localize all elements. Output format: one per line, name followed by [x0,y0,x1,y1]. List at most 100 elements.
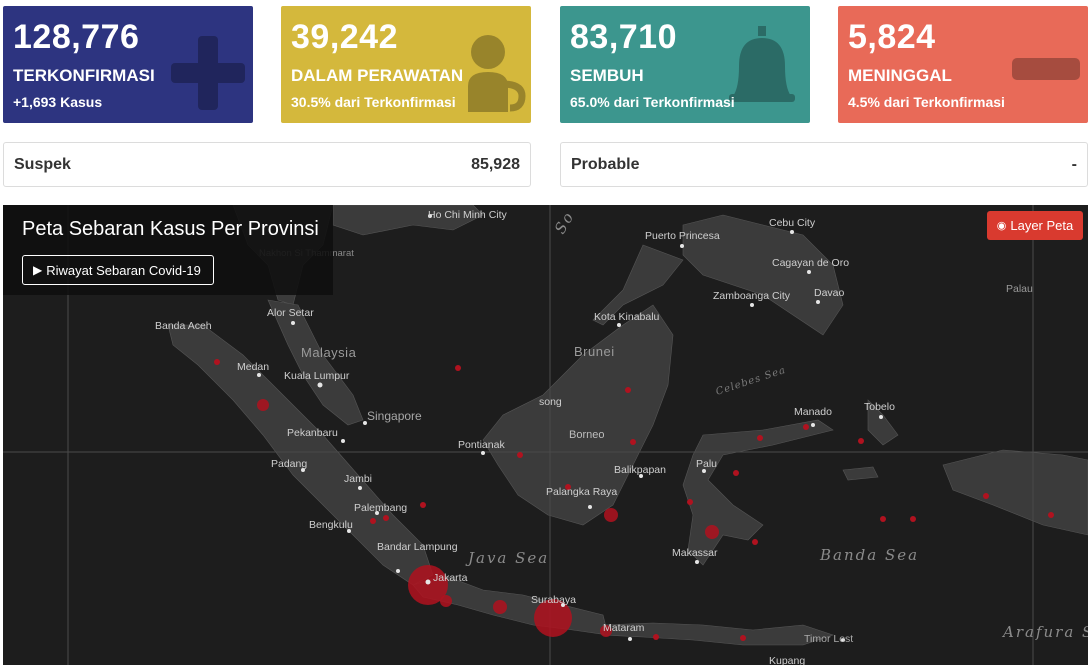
bubble-sulsel[interactable] [705,525,719,539]
death-card: 5,824 MENINGGAL 4.5% dari Terkonfirmasi [838,6,1088,123]
city-label: Singapore [367,409,422,423]
city-label: Palu [696,458,717,470]
bubble-small[interactable] [653,634,659,640]
city-label: Timor Lest [804,633,853,645]
city-label: Kota Kinabalu [594,311,660,323]
treatment-sub: 30.5% dari Terkonfirmasi [291,94,456,110]
bubble-jatim[interactable] [534,599,572,637]
country-label: Malaysia [301,345,357,360]
city-label: Padang [271,458,307,470]
case-bubbles [214,359,1054,641]
city-label: Puerto Princesa [645,230,720,242]
bubble-small[interactable] [752,539,758,545]
patient-icon [468,35,526,112]
bubble-small[interactable] [880,516,886,522]
bell-icon [729,26,795,102]
treatment-card: 39,242 DALAM PERAWATAN 30.5% dari Terkon… [281,6,531,123]
recovered-sub: 65.0% dari Terkonfirmasi [570,94,735,110]
city-label: Banda Aceh [155,320,212,332]
probable-label: Probable [571,156,640,173]
suspek-label: Suspek [14,156,71,173]
city-label: Zamboanga City [713,290,791,302]
layer-button-label: Layer Peta [1010,218,1074,233]
bubble-small[interactable] [803,424,809,430]
city-label: Bengkulu [309,519,353,531]
suspek-box: Suspek 85,928 [3,142,531,187]
death-count: 5,824 [848,18,936,56]
bubble-small[interactable] [983,493,989,499]
map-title: Peta Sebaran Kasus Per Provinsi [22,218,319,240]
recovered-label: SEMBUH [570,66,644,85]
probable-value: - [1071,156,1077,173]
recovered-card: 83,710 SEMBUH 65.0% dari Terkonfirmasi [560,6,810,123]
city-label: Mataram [603,622,645,634]
city-label: Davao [814,287,845,299]
map-labels: Ho Chi Minh City Nakhon Si Thammarat Ban… [155,208,1088,665]
recovered-count: 83,710 [570,18,677,56]
city-label: Medan [237,361,269,373]
death-sub: 4.5% dari Terkonfirmasi [848,94,1005,110]
bubble-jakarta[interactable] [408,565,448,605]
bubble-small[interactable] [420,502,426,508]
bubble-small[interactable] [370,518,376,524]
bubble-sumut[interactable] [257,399,269,411]
bubble-small[interactable] [687,499,693,505]
history-button[interactable]: ▶ Riwayat Sebaran Covid-19 [22,255,214,285]
sea-label: Celebes Sea [715,365,788,398]
bubble-small[interactable] [214,359,220,365]
confirmed-count: 128,776 [13,18,140,56]
city-label: Cagayan de Oro [772,257,849,269]
city-label: Palangka Raya [546,486,617,498]
bubble-small[interactable] [455,365,461,371]
bubble-small[interactable] [383,515,389,521]
layer-button[interactable]: ◉ Layer Peta [987,211,1083,240]
bubble-small[interactable] [625,387,631,393]
confirmed-sub: +1,693 Kasus [13,94,103,110]
bubble-small[interactable] [733,470,739,476]
bubble-small[interactable] [858,438,864,444]
bubble-kalsel[interactable] [604,508,618,522]
city-label: Cebu City [769,217,816,229]
treatment-count: 39,242 [291,18,398,56]
city-label: Palembang [354,502,407,514]
city-label: Ho Chi Minh City [428,209,508,221]
bubble-jateng[interactable] [493,600,507,614]
bubble-jabar[interactable] [440,595,452,607]
city-label: Kupang [769,655,805,665]
city-label: Pontianak [458,439,505,451]
bubble-small[interactable] [757,435,763,441]
city-label: Kuala Lumpur [284,370,350,382]
sea-label: Java Sea [465,549,549,567]
bubble-small[interactable] [1048,512,1054,518]
confirmed-label: TERKONFIRMASI [13,66,155,85]
city-label: Balikpapan [614,464,666,476]
city-label: Makassar [672,547,718,559]
play-icon: ▶ [33,263,43,277]
bubble-small[interactable] [565,484,571,490]
city-label: song [539,396,562,408]
city-label: Jakarta [433,572,468,584]
sea-label: Banda Sea [819,546,919,564]
city-label: Surabaya [531,594,576,606]
bubble-small[interactable] [630,439,636,445]
treatment-label: DALAM PERAWATAN [291,66,464,85]
country-label: Brunei [574,344,615,359]
city-label: Tobelo [864,401,895,413]
city-label: Borneo [569,429,604,441]
sea-label: Arafura Sea [1001,623,1088,641]
city-label: Manado [794,406,832,418]
sea-label: So [551,208,578,237]
city-label: Palau [1006,283,1033,295]
bubble-bali[interactable] [600,625,612,637]
confirmed-card: 128,776 TERKONFIRMASI +1,693 Kasus [3,6,253,123]
bubble-small[interactable] [517,452,523,458]
province-map[interactable]: Ho Chi Minh City Nakhon Si Thammarat Ban… [3,205,1088,665]
bubble-small[interactable] [910,516,916,522]
bubble-small[interactable] [740,635,746,641]
minus-icon [1012,58,1080,80]
city-label: Bandar Lampung [377,541,458,553]
death-label: MENINGGAL [848,66,952,85]
city-label: Alor Setar [267,307,314,319]
city-label: Jambi [344,473,372,485]
probable-box: Probable - [560,142,1088,187]
